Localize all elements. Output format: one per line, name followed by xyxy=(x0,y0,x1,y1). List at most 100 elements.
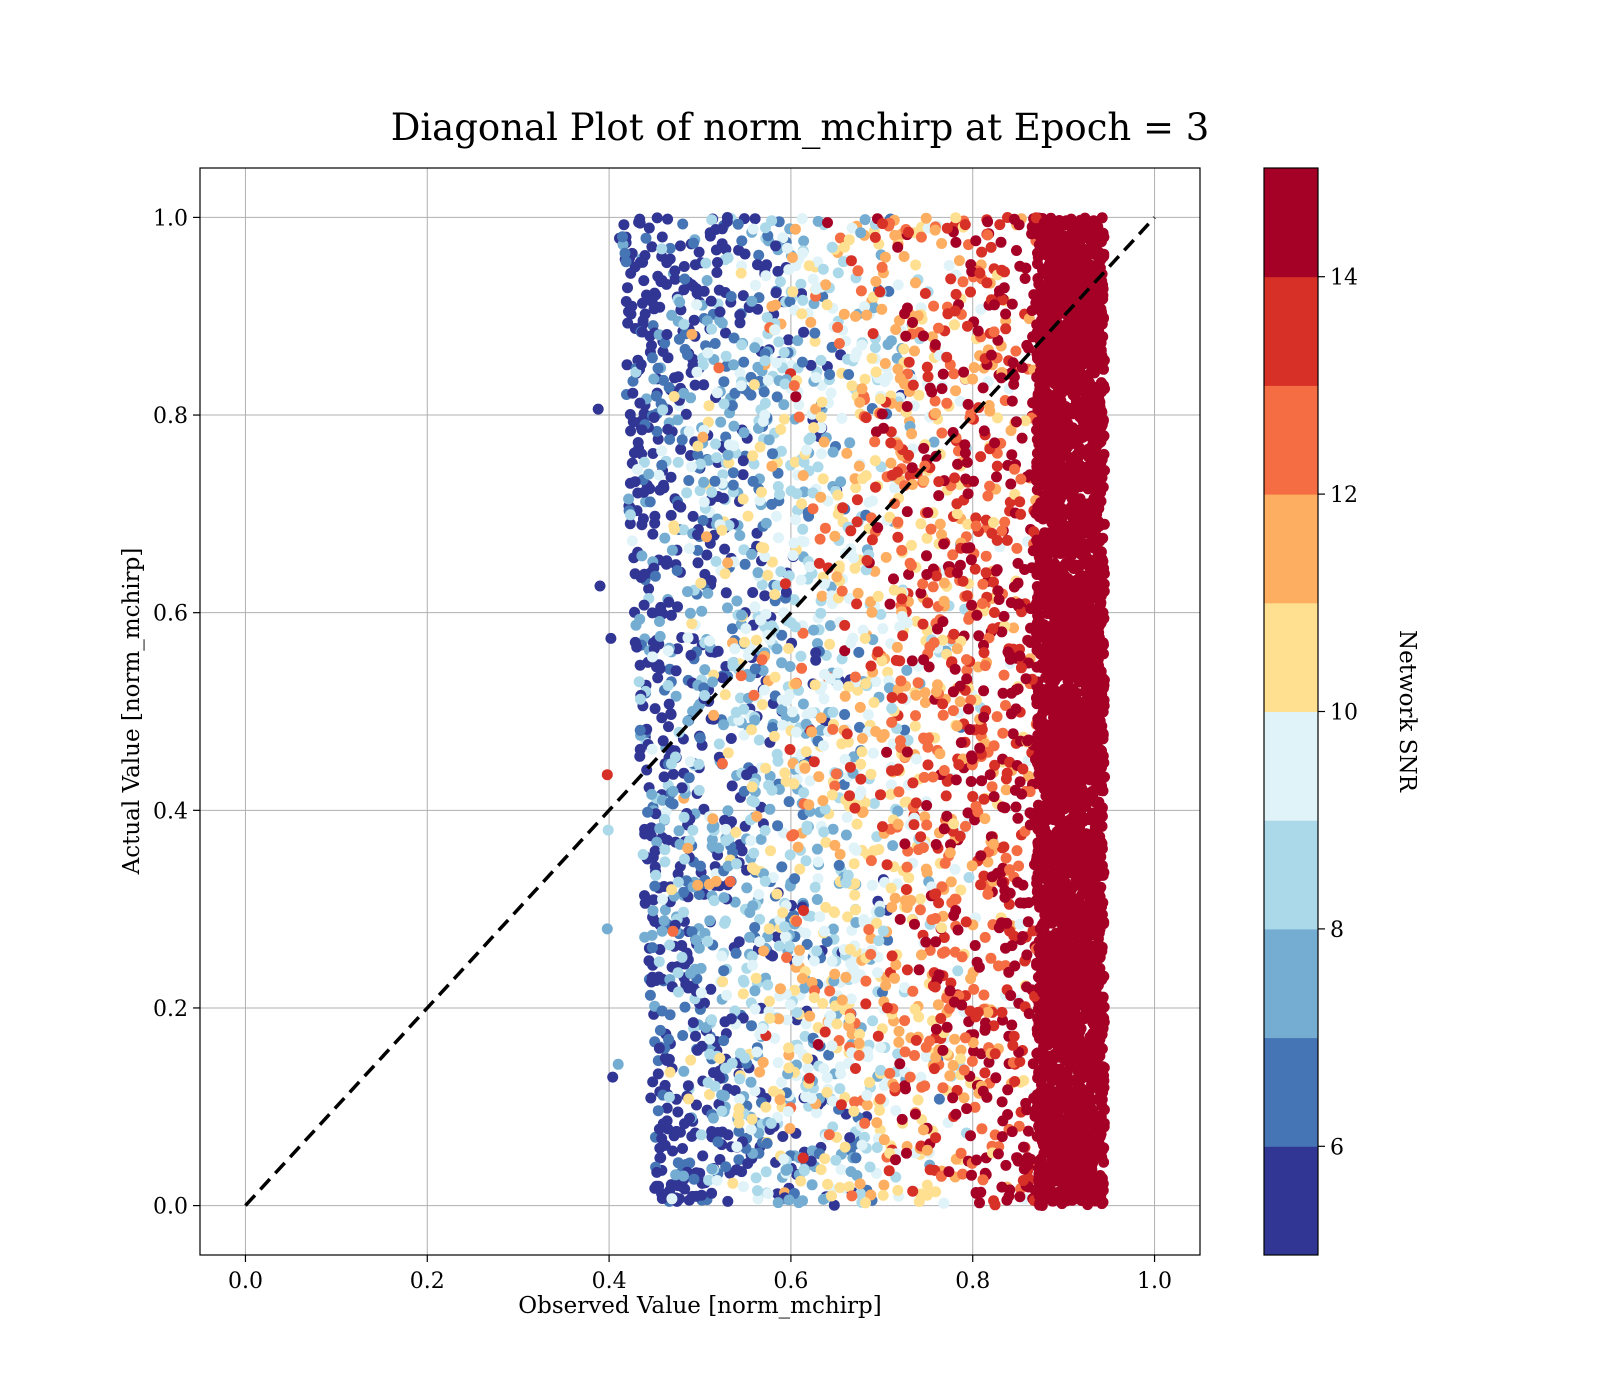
scatter-point xyxy=(818,826,830,838)
scatter-point xyxy=(934,518,946,530)
scatter-point xyxy=(664,1066,676,1078)
scatter-point xyxy=(746,1020,757,1032)
scatter-point xyxy=(871,1117,883,1129)
scatter-point xyxy=(637,297,648,309)
scatter-point xyxy=(818,740,829,752)
scatter-point xyxy=(776,629,788,641)
scatter-point xyxy=(652,1105,664,1117)
scatter-point xyxy=(779,378,791,390)
scatter-point xyxy=(707,813,719,825)
scatter-point xyxy=(754,936,766,948)
scatter-point xyxy=(815,712,827,724)
scatter-point xyxy=(819,668,830,680)
scatter-point xyxy=(983,400,995,411)
scatter-point xyxy=(676,782,688,794)
scatter-point xyxy=(648,303,660,315)
scatter-point xyxy=(717,492,729,504)
scatter-point xyxy=(747,475,759,487)
scatter-point xyxy=(784,1123,796,1134)
scatter-point xyxy=(859,214,871,226)
scatter-point xyxy=(711,267,723,278)
scatter-point xyxy=(1000,784,1012,796)
scatter-point xyxy=(703,1174,715,1186)
scatter-point xyxy=(692,557,704,569)
scatter-point xyxy=(983,1056,995,1068)
scatter-point xyxy=(678,1170,689,1182)
scatter-point xyxy=(922,597,934,609)
scatter-point xyxy=(661,1115,673,1127)
scatter-point xyxy=(731,1141,743,1153)
scatter-point xyxy=(649,510,661,522)
scatter-point xyxy=(647,448,659,459)
scatter-point xyxy=(612,1058,624,1070)
scatter-point xyxy=(945,876,957,888)
scatter-point xyxy=(792,335,804,347)
scatter-point xyxy=(866,534,878,546)
scatter-point xyxy=(651,1166,663,1178)
scatter-point xyxy=(622,317,634,329)
scatter-point xyxy=(966,599,978,611)
scatter-point xyxy=(673,986,684,998)
scatter-point xyxy=(800,444,812,456)
scatter-point xyxy=(788,594,800,606)
scatter-point xyxy=(773,940,785,952)
scatter-point xyxy=(778,1153,790,1165)
scatter-point xyxy=(862,709,874,721)
scatter-point xyxy=(643,222,655,234)
scatter-point xyxy=(736,339,748,351)
scatter-point xyxy=(919,697,931,708)
scatter-point xyxy=(776,704,788,716)
scatter-point xyxy=(911,753,922,765)
scatter-point xyxy=(870,676,882,688)
scatter-point xyxy=(915,518,927,530)
scatter-point xyxy=(885,882,897,894)
scatter-point xyxy=(831,571,843,583)
scatter-point xyxy=(843,681,855,693)
scatter-point xyxy=(711,452,723,464)
scatter-point xyxy=(737,974,749,986)
scatter-point xyxy=(879,251,891,263)
scatter-point xyxy=(876,408,888,420)
scatter-point xyxy=(903,356,915,368)
scatter-point xyxy=(836,412,848,424)
scatter-point xyxy=(717,672,728,684)
scatter-point xyxy=(920,863,932,875)
scatter-point xyxy=(816,590,828,602)
scatter-point xyxy=(920,212,932,224)
scatter-point xyxy=(976,775,988,787)
scatter-point xyxy=(625,425,637,437)
scatter-point xyxy=(734,367,746,379)
scatter-point xyxy=(738,356,750,368)
scatter-point xyxy=(865,660,877,672)
scatter-point xyxy=(808,422,820,434)
scatter-point xyxy=(749,864,761,876)
scatter-point xyxy=(686,1130,698,1142)
scatter-point xyxy=(720,350,732,362)
scatter-point xyxy=(637,849,649,860)
scatter-point xyxy=(661,1102,673,1114)
scatter-point xyxy=(662,423,674,435)
scatter-point xyxy=(794,863,806,875)
scatter-point xyxy=(779,578,791,590)
scatter-point xyxy=(678,261,690,272)
scatter-point xyxy=(797,247,809,259)
scatter-point xyxy=(702,347,714,359)
scatter-point xyxy=(620,296,632,307)
scatter-point xyxy=(649,880,661,892)
scatter-point xyxy=(789,456,801,468)
scatter-point xyxy=(605,632,617,644)
scatter-point xyxy=(675,501,687,513)
scatter-point xyxy=(820,836,832,848)
scatter-point xyxy=(936,427,948,439)
scatter-point xyxy=(862,1046,874,1058)
scatter-point xyxy=(629,476,641,488)
scatter-point xyxy=(955,884,967,896)
scatter-point xyxy=(799,762,811,774)
scatter-point xyxy=(849,1096,861,1108)
scatter-point xyxy=(809,679,821,691)
scatter-point xyxy=(762,979,774,991)
scatter-point xyxy=(878,1134,890,1146)
scatter-point xyxy=(819,1026,831,1038)
scatter-point xyxy=(829,530,841,542)
scatter-point xyxy=(778,413,790,425)
